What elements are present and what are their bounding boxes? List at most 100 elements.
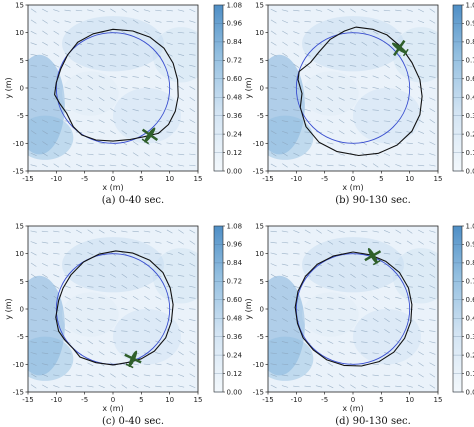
wind-vector: [270, 363, 277, 366]
wind-vector: [338, 54, 345, 56]
wind-vector: [349, 352, 357, 355]
wind-vector: [155, 352, 162, 355]
y-tick-label: -10: [13, 361, 24, 369]
wind-vector: [372, 230, 379, 233]
wind-vector: [144, 285, 150, 289]
wind-vector: [282, 52, 288, 57]
wind-vector: [349, 76, 357, 78]
contour-region: [113, 88, 181, 144]
wind-vector: [166, 42, 173, 46]
wind-vector: [270, 284, 277, 289]
y-tick-label: -5: [17, 112, 24, 120]
wind-vector: [155, 318, 162, 323]
chart-panel-3: -15 -10 -5 0 5 10 15 15 10 5 0 -5 -10 -15 x (m) y (m) 1.…: [4, 222, 243, 427]
wind-vector: [189, 130, 196, 134]
wind-vector: [53, 109, 60, 111]
wind-vector: [406, 297, 413, 299]
wind-vector: [361, 64, 368, 68]
wind-vector: [41, 76, 49, 78]
colorbar-tick-label: 0.12: [227, 370, 243, 378]
wind-vector: [189, 64, 196, 67]
wind-vector: [189, 229, 196, 234]
wind-vector: [395, 164, 402, 167]
contour-region: [113, 309, 181, 365]
wind-vector: [155, 31, 162, 35]
y-tick-label: -15: [253, 168, 264, 176]
wind-vector: [304, 97, 311, 101]
wind-vector: [327, 153, 334, 156]
wind-vector: [383, 20, 391, 23]
wind-vector: [304, 374, 311, 377]
wind-vector: [372, 241, 379, 244]
colorbar-tick-label: 0.24: [466, 130, 474, 138]
wind-vector: [110, 8, 116, 13]
colorbar-tick-label: 0.12: [227, 149, 243, 157]
wind-vector: [429, 296, 436, 300]
wind-vector: [372, 20, 379, 24]
wind-vector: [155, 264, 162, 266]
wind-vector: [177, 42, 185, 45]
wind-vector: [177, 385, 185, 388]
contour-region: [152, 27, 198, 83]
x-tick-label: 15: [434, 396, 443, 404]
wind-vector: [53, 329, 60, 333]
wind-vector: [30, 307, 37, 311]
wind-vector: [189, 285, 196, 288]
colorbar-tick-label: 0.48: [466, 315, 474, 323]
colorbar-tick-label: 0.96: [466, 20, 474, 28]
wind-vector: [429, 65, 436, 67]
wind-vector: [304, 31, 311, 34]
wind-vector: [177, 20, 185, 23]
wind-vector: [41, 263, 49, 267]
wind-vector: [327, 43, 334, 45]
wind-vector: [87, 240, 94, 245]
wind-vector: [429, 130, 436, 135]
wind-vector: [270, 19, 277, 24]
wind-vector: [383, 230, 391, 234]
wind-vector: [87, 74, 94, 79]
wind-vector: [41, 108, 49, 112]
wind-vector: [338, 341, 345, 344]
colorbar-tick-label: 0.48: [227, 315, 243, 323]
wind-vector: [395, 153, 402, 156]
wind-vector: [293, 9, 300, 12]
wind-vector: [270, 263, 277, 267]
wind-vector: [143, 20, 151, 24]
wind-vector: [132, 141, 139, 146]
wind-vector: [132, 64, 139, 67]
x-axis-label: x (m): [342, 404, 363, 413]
wind-vector: [372, 30, 379, 35]
wind-vector: [53, 252, 60, 255]
colorbar-tick-label: 0.24: [466, 351, 474, 359]
wind-vector: [53, 374, 60, 377]
x-tick-label: 15: [194, 396, 203, 404]
wind-vector: [417, 329, 425, 333]
wind-vector: [293, 230, 300, 233]
colorbar-tick-label: 0.84: [466, 38, 474, 46]
wind-vector: [281, 130, 289, 134]
wind-vector: [361, 76, 368, 78]
wind-vector: [98, 229, 105, 234]
wind-vector: [121, 241, 128, 244]
wind-vector: [41, 318, 49, 322]
wind-vector: [349, 87, 357, 89]
wind-vector: [417, 274, 425, 278]
wind-vector: [406, 32, 413, 34]
wind-vector: [109, 319, 117, 321]
wind-vector: [64, 352, 71, 355]
wind-vector: [395, 329, 402, 334]
wind-vector: [177, 9, 185, 12]
wind-vector: [64, 296, 71, 300]
wind-vector: [270, 384, 277, 389]
wind-vector: [270, 330, 277, 333]
wind-vector: [304, 307, 311, 311]
wind-vector: [327, 384, 334, 389]
wind-vector: [53, 19, 60, 24]
wind-vector: [349, 65, 357, 67]
wind-vector: [384, 63, 390, 68]
wind-vector: [417, 340, 425, 344]
wind-vector: [87, 351, 94, 356]
wind-vector: [350, 284, 356, 289]
wind-vector: [189, 262, 196, 267]
wind-vector: [327, 297, 334, 299]
